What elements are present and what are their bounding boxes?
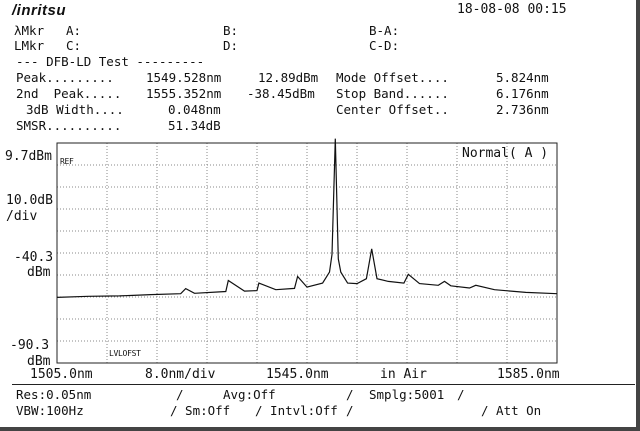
scale-value: 10.0dB <box>6 193 53 208</box>
marker-b: B: <box>223 23 239 38</box>
marker-a: A: <box>66 23 82 38</box>
mid-level-unit: dBm <box>27 265 51 280</box>
status-divider <box>12 384 635 385</box>
center-offset-value: 2.736nm <box>496 102 549 117</box>
bottom-level-unit: dBm <box>27 354 51 369</box>
display-mode: Normal( A ) <box>462 146 549 161</box>
plot-frame <box>56 142 558 364</box>
x-start: 1505.0nm <box>30 367 93 382</box>
second-peak-level: -38.45dBm <box>247 86 315 101</box>
x-per-div: 8.0nm/div <box>145 367 216 382</box>
test-title: --- DFB-LD Test --------- <box>16 54 205 69</box>
separator: / <box>346 403 354 418</box>
scale-unit: /div <box>6 209 38 224</box>
peak-label: Peak......... <box>16 70 114 85</box>
peak-wavelength: 1549.528nm <box>146 70 222 85</box>
attenuator-setting: / Att On <box>481 403 542 418</box>
stop-band-value: 6.176nm <box>496 86 549 101</box>
ref-level-label: 9.7dBm <box>5 149 52 164</box>
separator: / <box>457 387 465 402</box>
average-setting: Avg:Off <box>223 387 276 402</box>
brand-logo: /inritsu <box>12 2 67 19</box>
second-peak-label: 2nd Peak..... <box>16 86 122 101</box>
vbw-setting: VBW:100Hz <box>16 403 84 418</box>
x-center: 1545.0nm <box>266 367 329 382</box>
mode-offset-label: Mode Offset.... <box>336 70 449 85</box>
interval-setting: / Intvl:Off <box>255 403 338 418</box>
separator: / <box>176 387 184 402</box>
width-value: 0.048nm <box>168 102 221 117</box>
ref-tag: REF <box>60 157 74 166</box>
chart-grid <box>56 142 558 364</box>
x-medium: in Air <box>380 367 427 382</box>
second-peak-wavelength: 1555.352nm <box>146 86 222 101</box>
smsr-label: SMSR.......... <box>16 118 122 133</box>
smoothing-setting: / Sm:Off <box>170 403 231 418</box>
marker-d: D: <box>223 38 239 53</box>
stop-band-label: Stop Band...... <box>336 86 449 101</box>
spectrum-trace <box>56 138 558 298</box>
smsr-value: 51.34dB <box>168 118 221 133</box>
bottom-level-value: -90.3 <box>10 338 50 353</box>
center-offset-label: Center Offset.. <box>336 102 449 117</box>
marker-c-minus-d: C-D: <box>369 38 400 53</box>
peak-level: 12.89dBm <box>258 70 319 85</box>
width-label: 3dB Width.... <box>26 102 124 117</box>
level-marker-label: LMkr <box>14 38 45 53</box>
x-stop: 1585.0nm <box>497 367 560 382</box>
lambda-marker-label: λMkr <box>14 23 45 38</box>
sampling-setting: Smplg:5001 <box>369 387 445 402</box>
mid-level-value: -40.3 <box>14 250 54 265</box>
datetime: 18-08-08 00:15 <box>457 2 567 17</box>
marker-c: C: <box>66 38 82 53</box>
resolution-setting: Res:0.05nm <box>16 387 92 402</box>
mode-offset-value: 5.824nm <box>496 70 549 85</box>
marker-b-minus-a: B-A: <box>369 23 400 38</box>
separator: / <box>346 387 354 402</box>
level-offset-tag: LVLOFST <box>109 349 141 358</box>
